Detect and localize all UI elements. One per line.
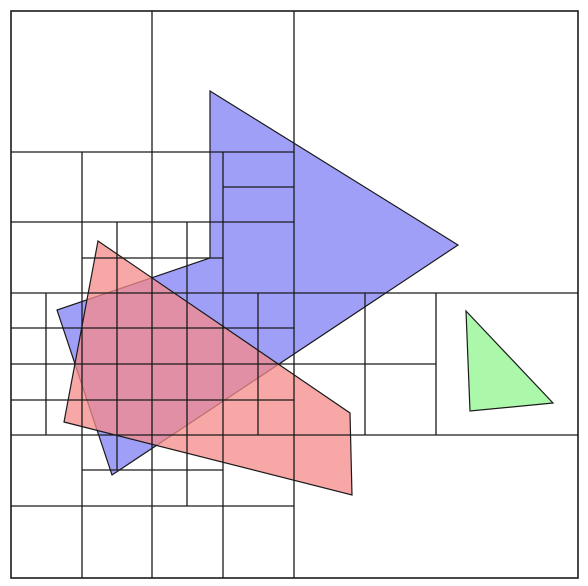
polygon-layer (56, 89, 555, 496)
red-polygon (63, 239, 353, 496)
quadtree-grid (10, 10, 579, 579)
green-triangle (465, 309, 555, 412)
